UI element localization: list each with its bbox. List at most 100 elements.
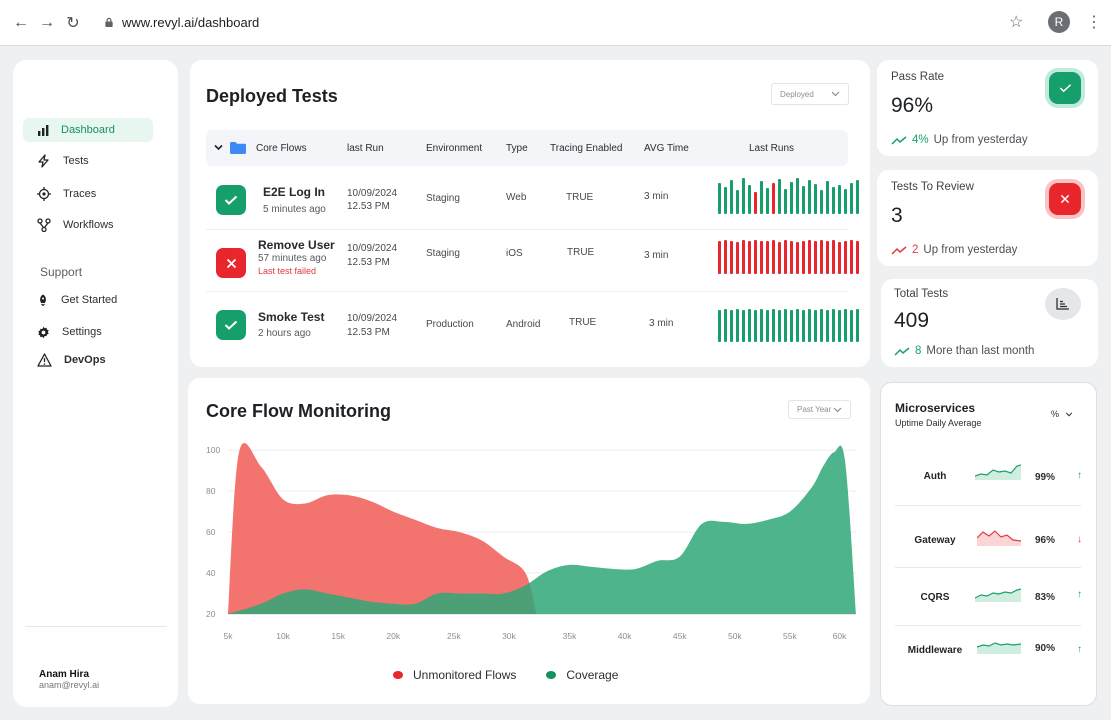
run-bar-fail — [736, 242, 739, 274]
microservice-row-gateway[interactable]: Gateway 96% ↓ — [895, 507, 1082, 568]
sidebar-item-workflows[interactable]: Workflows — [23, 213, 153, 237]
run-bar-pass — [784, 309, 787, 342]
run-bar-pass — [748, 185, 751, 214]
profile-avatar[interactable]: R — [1048, 11, 1070, 33]
chevron-down-icon — [831, 91, 840, 97]
table-row[interactable]: Remove User 57 minutes ago Last test fai… — [206, 230, 859, 292]
x-tick-label: 20k — [386, 631, 400, 641]
total-tests-card: Total Tests 409 8 More than last month — [881, 279, 1098, 367]
run-bar-pass — [766, 310, 769, 342]
table-row[interactable]: Smoke Test 2 hours ago 10/09/2024 12.53 … — [206, 292, 859, 354]
y-tick-label: 80 — [206, 486, 216, 496]
x-tick-label: 55k — [783, 631, 797, 641]
column-header: Last Runs — [749, 143, 795, 154]
address-bar[interactable]: www.revyl.ai/dashboard — [104, 12, 259, 32]
last-runs-bars — [718, 178, 859, 214]
run-bar-pass — [778, 310, 781, 342]
run-bar-pass — [796, 309, 799, 342]
run-bar-fail — [754, 240, 757, 274]
folder-icon — [230, 142, 246, 154]
test-name: Remove User — [258, 238, 335, 252]
sidebar-item-settings[interactable]: Settings — [23, 320, 153, 344]
bar-chart-icon — [38, 125, 49, 136]
deployed-filter-select[interactable]: Deployed — [771, 83, 849, 105]
microservice-row-auth[interactable]: Auth 99% ↑ — [895, 448, 1082, 506]
run-bar-pass — [736, 309, 739, 342]
arrow-down-icon: ↓ — [1077, 534, 1082, 545]
service-name: CQRS — [920, 592, 950, 603]
close-icon — [1049, 183, 1081, 215]
run-bar-pass — [838, 185, 841, 214]
stat-trend: 8 More than last month — [894, 345, 1034, 357]
stat-value: 3 — [891, 204, 903, 227]
run-bar-pass — [838, 310, 841, 342]
forward-icon[interactable]: → — [39, 14, 55, 31]
service-name: Auth — [923, 471, 947, 482]
x-tick-label: 15k — [331, 631, 345, 641]
table-row[interactable]: E2E Log In 5 minutes ago 10/09/2024 12.5… — [206, 168, 859, 230]
environment: Staging — [426, 248, 460, 259]
microservices-subtitle: Uptime Daily Average — [895, 418, 982, 428]
unit-select[interactable]: % — [1051, 409, 1073, 419]
run-bar-pass — [790, 310, 793, 342]
run-bar-fail — [844, 241, 847, 274]
run-bar-pass — [742, 178, 745, 214]
run-bar-pass — [832, 309, 835, 342]
chevron-down-icon[interactable] — [214, 144, 223, 151]
trend-up-icon — [891, 135, 907, 145]
column-header: Type — [506, 143, 528, 154]
run-date: 10/09/2024 — [347, 188, 398, 199]
sidebar-item-tests[interactable]: Tests — [23, 149, 153, 173]
microservice-row-middleware[interactable]: Middleware 90% ↑ — [895, 626, 1082, 684]
service-uptime: 83% — [1035, 592, 1056, 603]
x-tick-label: 30k — [502, 631, 516, 641]
y-tick-label: 100 — [206, 445, 220, 455]
run-bar-pass — [844, 309, 847, 342]
chevron-down-icon — [833, 407, 842, 412]
chart-filter-value: Past Year — [797, 405, 832, 414]
microservices-card: Microservices Uptime Daily Average % Aut… — [880, 382, 1097, 706]
service-uptime: 99% — [1035, 472, 1056, 483]
area-unmonitored-flows — [228, 442, 537, 614]
chart-filter-select[interactable]: Past Year — [788, 400, 851, 419]
bookmark-star-icon[interactable]: ☆ — [1009, 14, 1024, 31]
sidebar-item-get-started[interactable]: Get Started — [23, 288, 153, 312]
stat-label: Tests To Review — [891, 181, 974, 193]
arrow-up-icon: ↑ — [1077, 589, 1082, 600]
trend-number: 8 — [915, 345, 922, 357]
run-bar-fail — [832, 240, 835, 274]
legend-marker-unmonitored — [393, 671, 403, 679]
warning-icon — [37, 353, 52, 367]
lock-icon — [105, 17, 113, 27]
browser-menu-icon[interactable]: ⋮ — [1086, 14, 1102, 31]
reload-icon[interactable]: ↻ — [66, 15, 80, 32]
microservice-row-cqrs[interactable]: CQRS 83% ↑ — [895, 568, 1082, 626]
trend-text: More than last month — [926, 345, 1035, 357]
run-bar-pass — [844, 189, 847, 214]
column-header: AVG Time — [644, 143, 689, 154]
sidebar-item-label: Tests — [63, 155, 89, 167]
test-type: Android — [506, 319, 541, 330]
run-bar-pass — [772, 309, 775, 342]
back-icon[interactable]: ← — [13, 14, 29, 31]
table-header: Core Flows last Run Environment Type Tra… — [206, 130, 848, 166]
sidebar-item-dashboard[interactable]: Dashboard — [23, 118, 153, 142]
run-bar-fail — [730, 241, 733, 274]
service-name: Middleware — [907, 645, 963, 656]
x-tick-label: 5k — [224, 631, 234, 641]
run-time: 12.53 PM — [347, 201, 390, 212]
test-last-run-ago: 2 hours ago — [258, 328, 311, 339]
run-bar-pass — [760, 309, 763, 342]
sidebar: Dashboard Tests Traces Workflows Support… — [13, 60, 178, 707]
sidebar-item-traces[interactable]: Traces — [23, 182, 153, 206]
deployed-tests-card: Deployed Tests Deployed Core Flows last … — [190, 60, 870, 367]
run-bar-fail — [760, 241, 763, 274]
run-bar-fail — [724, 240, 727, 274]
fail-status-icon — [216, 248, 246, 278]
trend-number: 4% — [912, 134, 929, 146]
sidebar-item-devops[interactable]: DevOps — [23, 348, 153, 372]
service-uptime: 90% — [1035, 643, 1056, 654]
core-flow-chart: 20 40 60 80 100 5k 10k 15k 20k 25k 30k 35k 40k 45k 50k… — [206, 442, 856, 641]
run-bar-pass — [832, 187, 835, 214]
arrow-up-icon: ↑ — [1077, 644, 1082, 655]
